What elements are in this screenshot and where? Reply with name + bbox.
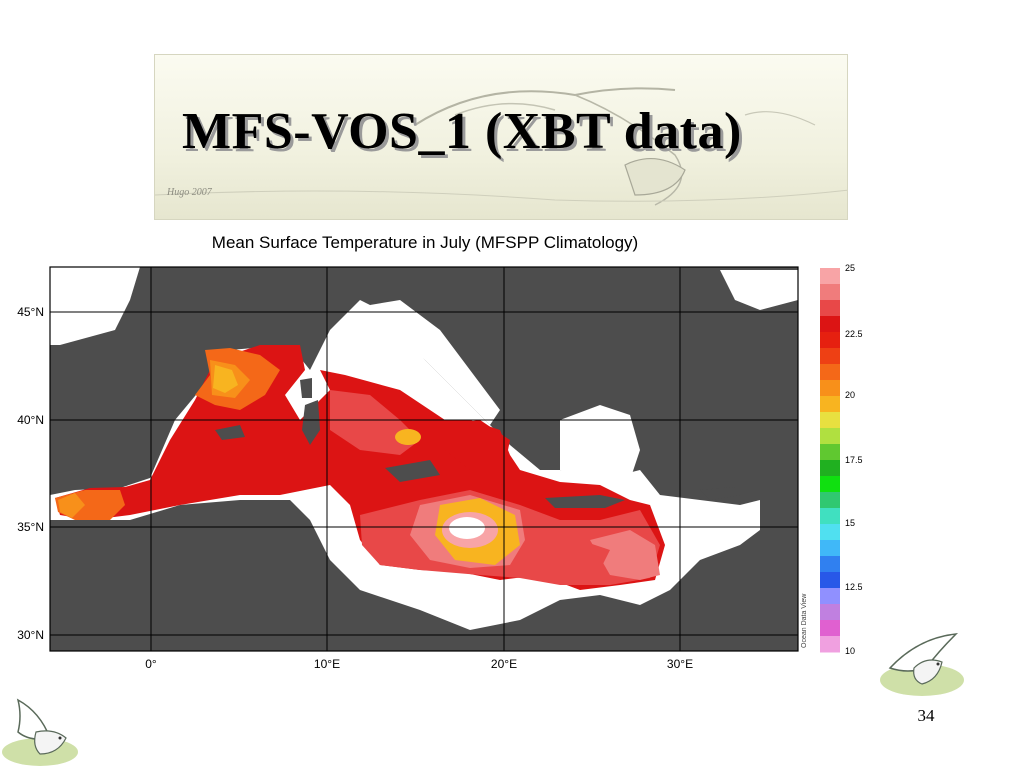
colorbar-swatch	[820, 380, 840, 397]
lon-label-30e: 30°E	[667, 657, 693, 671]
colorbar-labels: 25 22.5 20 17.5 15 12.5 10	[845, 263, 863, 656]
colorbar-swatch	[820, 332, 840, 349]
colorbar-tick-12-5: 12.5	[845, 582, 863, 592]
colorbar	[820, 268, 840, 653]
lon-label-20e: 20°E	[491, 657, 517, 671]
title-banner: Hugo 2007	[154, 54, 848, 220]
colorbar-swatch	[820, 556, 840, 573]
map-gridlines	[50, 267, 798, 651]
sketch-signature: Hugo 2007	[166, 187, 213, 198]
longitude-labels: 0° 10°E 20°E 30°E	[145, 657, 693, 671]
lat-label-45: 45°N	[17, 305, 44, 319]
sicily-island	[385, 460, 440, 482]
colorbar-swatch	[820, 364, 840, 381]
sardinia-island	[302, 400, 320, 445]
water-gap	[449, 517, 485, 539]
colorbar-swatch	[820, 540, 840, 557]
slide-title: MFS-VOS_1 (XBT data)	[182, 103, 742, 160]
colorbar-swatch	[820, 428, 840, 445]
lon-label-10e: 10°E	[314, 657, 340, 671]
adriatic-water	[370, 300, 500, 425]
cyprus-island	[700, 487, 740, 500]
lat-label-35: 35°N	[17, 520, 44, 534]
seagull-sketch-illustration: Hugo 2007	[155, 87, 847, 206]
balearic-islands	[215, 425, 245, 440]
atlantic-water	[50, 267, 140, 345]
colorbar-swatch	[820, 508, 840, 525]
colorbar-swatch	[820, 524, 840, 541]
colorbar-swatch	[820, 412, 840, 429]
colorbar-tick-25: 25	[845, 263, 855, 273]
colorbar-swatch	[820, 604, 840, 621]
colorbar-tick-22-5: 22.5	[845, 329, 863, 339]
page-number: 34	[917, 706, 935, 725]
colorbar-swatch	[820, 284, 840, 301]
map-area	[50, 267, 798, 651]
colorbar-tick-20: 20	[845, 390, 855, 400]
corsica-island	[300, 378, 312, 398]
latitude-labels: 45°N 40°N 35°N 30°N	[17, 305, 44, 642]
colorbar-swatch	[820, 636, 840, 653]
map-title: Mean Surface Temperature in July (MFSPP …	[211, 233, 639, 252]
black-sea-water	[720, 270, 798, 310]
seagull-icon-right	[880, 633, 964, 696]
colorbar-tick-15: 15	[845, 518, 855, 528]
colorbar-swatch	[820, 396, 840, 413]
lat-label-30: 30°N	[17, 628, 44, 642]
colorbar-swatch	[820, 348, 840, 365]
ocean-data-view-watermark: Ocean Data View	[801, 593, 808, 648]
lat-label-40: 40°N	[17, 413, 44, 427]
colorbar-swatch	[820, 620, 840, 637]
seagull-icon-left	[2, 698, 78, 766]
crete-island	[545, 495, 625, 508]
colorbar-swatch	[820, 444, 840, 461]
colorbar-tick-10: 10	[845, 646, 855, 656]
colorbar-swatch	[820, 588, 840, 605]
aegean-water	[560, 405, 640, 485]
colorbar-swatch	[820, 268, 840, 285]
colorbar-swatch	[820, 476, 840, 493]
colorbar-tick-17-5: 17.5	[845, 455, 863, 465]
colorbar-swatch	[820, 492, 840, 509]
map-frame	[49, 266, 799, 652]
colorbar-swatch	[820, 460, 840, 477]
lon-label-0: 0°	[145, 657, 157, 671]
colorbar-swatch	[820, 300, 840, 317]
colorbar-swatch	[820, 316, 840, 333]
colorbar-swatch	[820, 572, 840, 589]
